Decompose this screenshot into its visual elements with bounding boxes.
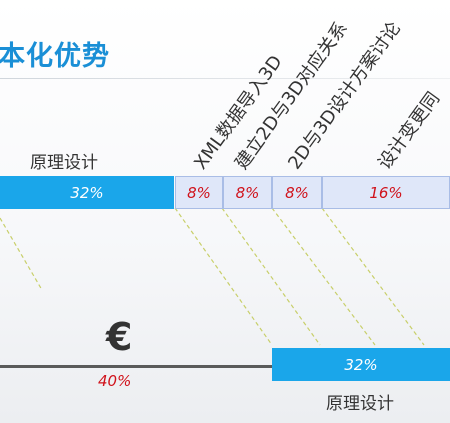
connector-line-4: [321, 207, 425, 346]
top-segment-8-a: 8%: [175, 176, 223, 209]
top-segment-32: 32%: [0, 176, 174, 209]
top-segment-16: 16%: [322, 176, 450, 209]
euro-icon: €: [106, 315, 133, 359]
top-bar-label: 原理设计: [30, 153, 98, 173]
page-title: 本化优势: [0, 41, 110, 72]
connector-line-left: [0, 217, 43, 291]
connector-line-3: [271, 207, 376, 346]
bottom-segment-32: 32%: [272, 348, 450, 381]
title-divider: [0, 78, 450, 79]
top-segment-8-b: 8%: [223, 176, 272, 209]
top-segment-8-c: 8%: [272, 176, 322, 209]
connector-line-2: [221, 207, 321, 346]
bottom-bar-label: 原理设计: [326, 394, 394, 414]
savings-percent: 40%: [98, 372, 132, 390]
cost-baseline: [0, 365, 272, 368]
connector-line-1: [174, 207, 273, 346]
